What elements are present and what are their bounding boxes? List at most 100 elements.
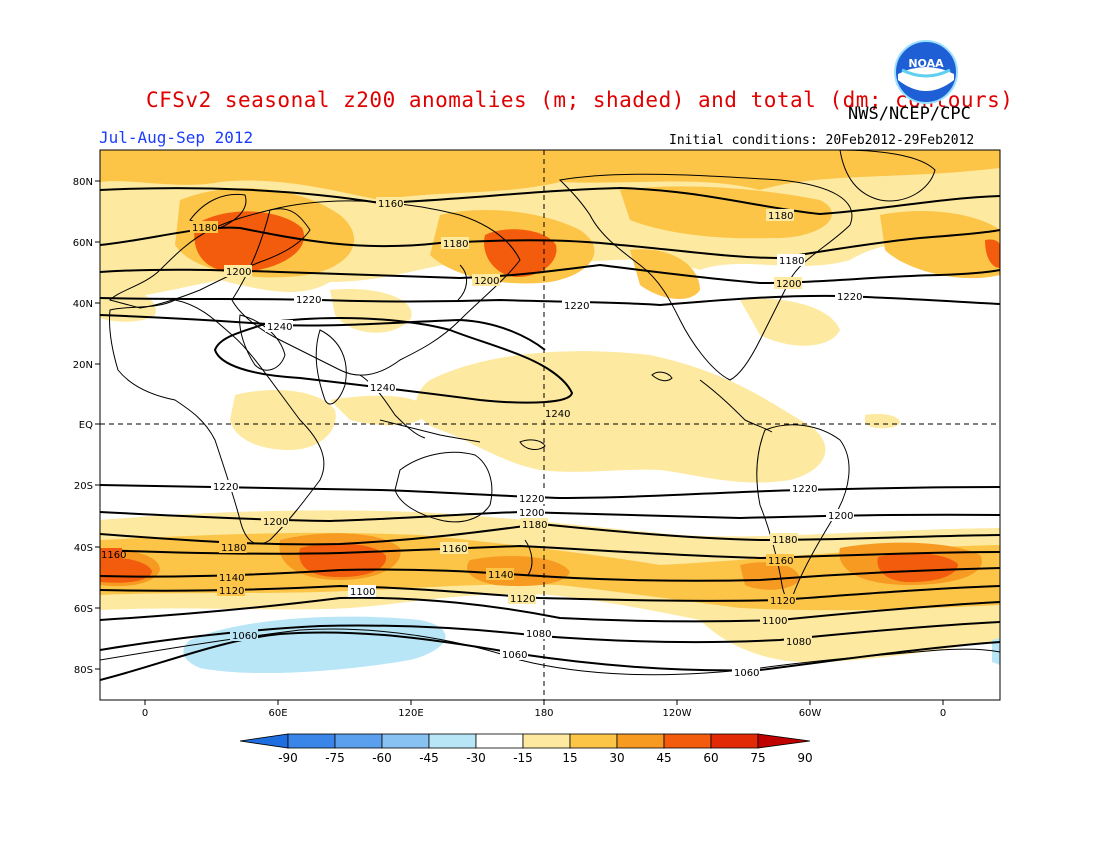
contour-label: 1160	[101, 550, 126, 561]
lon-label: 60E	[268, 708, 287, 719]
lon-label: 0	[940, 708, 946, 719]
credit-label: NWS/NCEP/CPC	[848, 104, 971, 124]
colorbar: -90 -75 -60 -45 -30 -15 15 30 45 60 75 90	[239, 733, 813, 765]
contour-1160-north	[100, 186, 1000, 216]
contour-label: 1240	[370, 383, 395, 394]
colorbar-tick-label: 75	[750, 751, 765, 765]
colorbar-swatch	[287, 733, 336, 749]
colorbar-tick-label: -60	[372, 751, 392, 765]
colorbar-tick-label: -15	[513, 751, 533, 765]
contour-label: 1160	[378, 199, 403, 210]
contour-label: 1200	[226, 267, 251, 278]
colorbar-tick-label: 45	[656, 751, 671, 765]
coast-central-america	[699, 379, 773, 433]
contour-label: 1180	[772, 535, 797, 546]
lat-label: 40S	[74, 543, 93, 554]
contour-label: 1060	[232, 631, 257, 642]
colorbar-swatch	[381, 733, 430, 749]
contour-1200-north	[100, 263, 1000, 285]
shade-arctic-orange	[100, 150, 1000, 200]
contour-label: 1160	[768, 556, 793, 567]
contour-label: 1100	[350, 587, 375, 598]
colorbar-tick-label: 90	[797, 751, 812, 765]
longitude-axis: 0 60E 120E 180 120W 60W 0	[142, 700, 946, 719]
colorbar-swatch	[569, 733, 618, 749]
lat-label: EQ	[79, 420, 93, 431]
map-plot-area: 1160 1180 1180 1180 1180 1200 1200 1200 …	[99, 149, 1001, 701]
colorbar-tick-label: 15	[562, 751, 577, 765]
coast-fiji	[519, 439, 546, 450]
shade-atlantic-tropic	[865, 413, 900, 429]
contour-label: 1140	[219, 573, 244, 584]
contour-label: 1220	[213, 482, 238, 493]
shade-south-pacific-dark	[740, 562, 800, 590]
colorbar-swatch	[428, 733, 477, 749]
contour-1160-south	[100, 544, 1000, 560]
colorbar-swatch	[663, 733, 712, 749]
latitude-axis: 80N 60N 40N 20N EQ 20S 40S 60S 80S	[73, 177, 100, 676]
coast-japan	[457, 264, 467, 301]
shade-tropics-pacific	[416, 351, 826, 483]
colorbar-swatch	[522, 733, 571, 749]
contour-label: 1200	[263, 517, 288, 528]
contour-labels: 1160 1180 1180 1180 1180 1200 1200 1200 …	[100, 197, 863, 679]
lat-label: 60S	[74, 604, 93, 615]
colorbar-tick-label: 30	[609, 751, 624, 765]
contour-label: 1180	[221, 543, 246, 554]
colorbar-arrow-right	[757, 733, 811, 749]
coast-scandinavia	[189, 193, 247, 231]
lon-label: 120W	[663, 708, 692, 719]
contour-1220-south	[100, 484, 1000, 500]
noaa-logo-icon: NOAA	[894, 40, 958, 104]
contour-1180-north	[100, 226, 1000, 260]
contour-1120-south	[100, 584, 1000, 602]
shade-pacific-mid-orange	[630, 249, 700, 300]
lon-label: 180	[534, 708, 553, 719]
forecast-period: Jul-Aug-Sep 2012	[99, 128, 254, 147]
colorbar-tick-label: -90	[278, 751, 298, 765]
colorbar-swatch	[710, 733, 759, 749]
shade-us-east	[740, 298, 840, 346]
colorbar-tick-label: 60	[703, 751, 718, 765]
contour-label: 1080	[786, 637, 811, 648]
contour-label: 1200	[776, 279, 801, 290]
contour-label: 1240	[267, 322, 292, 333]
coast-hawaii	[651, 371, 673, 382]
contour-label: 1220	[837, 292, 862, 303]
initial-conditions: Initial conditions: 20Feb2012-29Feb2012	[669, 133, 975, 148]
contour-label: 1200	[474, 276, 499, 287]
coast-asia	[231, 200, 521, 376]
colorbar-tick-label: -30	[466, 751, 486, 765]
contour-1240-north	[100, 314, 546, 351]
contour-label: 1220	[296, 295, 321, 306]
shade-atlantic-north-orange	[880, 210, 1000, 279]
chart-title: CFSv2 seasonal z200 anomalies (m; shaded…	[146, 88, 1014, 112]
contour-label: 1120	[770, 596, 795, 607]
contour-label: 1220	[519, 494, 544, 505]
shade-tropics-africa	[230, 390, 336, 450]
shade-indian-ocean	[330, 395, 430, 426]
lat-label: 40N	[73, 299, 93, 310]
contour-label: 1180	[779, 256, 804, 267]
map-frame	[99, 149, 1001, 701]
contour-label: 1060	[502, 650, 527, 661]
contour-label: 1180	[192, 223, 217, 234]
coast-europe	[109, 208, 311, 309]
coast-greenland	[839, 150, 936, 202]
colorbar-swatch	[334, 733, 383, 749]
contour-label: 1220	[564, 301, 589, 312]
contour-label: 1200	[828, 511, 853, 522]
contour-label: 1180	[768, 211, 793, 222]
anomaly-shading	[100, 150, 1000, 674]
coast-north-america	[558, 173, 853, 381]
colorbar-swatch	[616, 733, 665, 749]
lat-label: 60N	[73, 238, 93, 249]
lat-label: 20N	[73, 360, 93, 371]
lon-label: 120E	[398, 708, 423, 719]
contour-label: 1100	[762, 616, 787, 627]
shade-atlantic-red	[985, 239, 1000, 268]
contour-1140-south	[100, 567, 1000, 582]
lat-label: 80S	[74, 665, 93, 676]
coast-africa	[109, 299, 325, 545]
